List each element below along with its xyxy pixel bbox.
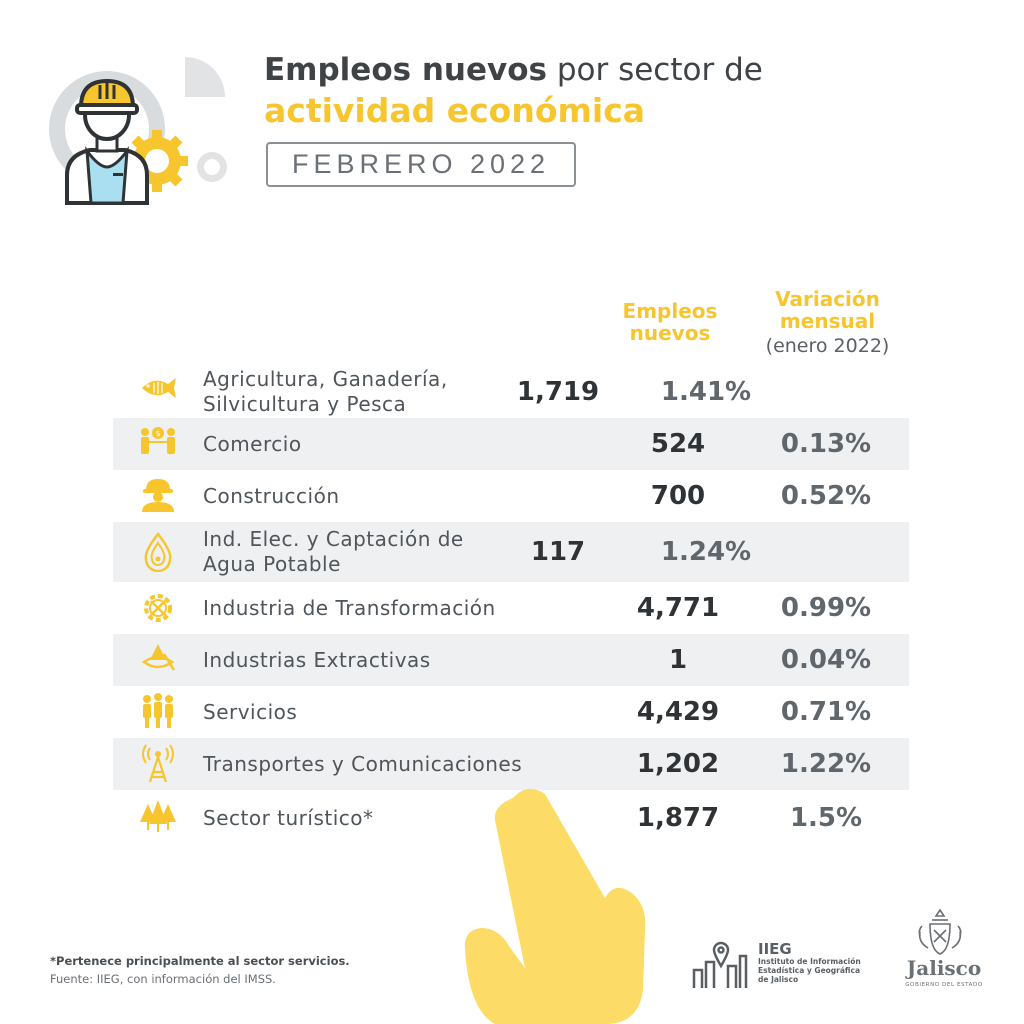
variation-value: 1.24% xyxy=(660,537,752,567)
period-label: FEBRERO 2022 xyxy=(266,142,576,187)
iieg-logo-icon xyxy=(692,941,748,988)
table-row: Agricultura, Ganadería, Silvicultura y P… xyxy=(113,366,909,418)
pointing-hand-icon xyxy=(464,788,646,1024)
jobs-value: 117 xyxy=(530,537,586,567)
people-group-icon xyxy=(113,692,203,732)
variation-column-header: Variación mensual xyxy=(775,287,880,333)
table-row: $ Comercio 524 0.13% xyxy=(113,418,909,470)
variation-value: 0.99% xyxy=(780,593,872,623)
commerce-people-icon: $ xyxy=(113,424,203,464)
jalisco-subtitle: GOBIERNO DEL ESTADO xyxy=(905,982,983,988)
sector-label: Industria de Transformación xyxy=(203,595,496,620)
footnote: *Pertenece principalmente al sector serv… xyxy=(50,954,350,968)
jobs-value: 1,202 xyxy=(636,749,720,779)
jobs-value: 4,771 xyxy=(636,593,720,623)
antenna-tower-icon xyxy=(113,744,203,784)
variation-value: 0.13% xyxy=(780,429,872,459)
table-row: Ind. Elec. y Captación de Agua Potable 11… xyxy=(113,522,909,582)
sector-label: Ind. Elec. y Captación de Agua Potable xyxy=(203,527,464,576)
sector-label: Agricultura, Ganadería, Silvicultura y P… xyxy=(203,367,448,416)
variation-value: 0.71% xyxy=(780,697,872,727)
page-title-bold: Empleos nuevos xyxy=(264,52,547,88)
mining-icon xyxy=(113,640,203,680)
water-drop-icon xyxy=(113,532,203,572)
sector-label: Servicios xyxy=(203,699,298,724)
jalisco-name: Jalisco xyxy=(906,956,982,980)
jobs-column-header: Empleos nuevos xyxy=(622,299,718,345)
variation-value: 1.22% xyxy=(780,749,872,779)
svg-text:$: $ xyxy=(155,429,160,438)
jobs-value: 1,877 xyxy=(636,803,720,833)
variation-value: 0.52% xyxy=(780,481,872,511)
fish-icon xyxy=(113,372,203,412)
jobs-value: 524 xyxy=(650,429,706,459)
jobs-value: 1,719 xyxy=(516,377,600,407)
table-row: Servicios 4,429 0.71% xyxy=(113,686,909,738)
worker-illustration xyxy=(49,57,227,205)
table-row: Industria de Transformación 4,771 0.99% xyxy=(113,582,909,634)
sector-label: Industrias Extractivas xyxy=(203,647,431,672)
variation-column-subheader: (enero 2022) xyxy=(765,335,890,357)
page-title-rest: por sector de xyxy=(546,52,763,88)
variation-value: 1.41% xyxy=(660,377,752,407)
sector-table: Agricultura, Ganadería, Silvicultura y P… xyxy=(113,366,909,846)
gear-tools-icon xyxy=(113,588,203,628)
table-row: Industrias Extractivas 1 0.04% xyxy=(113,634,909,686)
sector-label: Comercio xyxy=(203,431,302,456)
trees-icon xyxy=(113,798,203,838)
source-note: Fuente: IIEG, con información del IMSS. xyxy=(50,972,276,986)
sector-label: Sector turístico* xyxy=(203,805,374,830)
jobs-value: 1 xyxy=(668,645,688,675)
construction-worker-icon xyxy=(113,476,203,516)
iieg-name: IIEG xyxy=(758,940,792,958)
page-title: Empleos nuevos por sector de xyxy=(264,52,763,88)
sector-label: Transportes y Comunicaciones xyxy=(203,751,523,776)
variation-value: 1.5% xyxy=(789,803,863,833)
jobs-value: 700 xyxy=(650,481,706,511)
table-row: Transportes y Comunicaciones 1,202 1.22% xyxy=(113,738,909,790)
jalisco-crest-icon xyxy=(918,908,962,955)
sector-label: Construcción xyxy=(203,483,340,508)
iieg-full-name: Instituto de Información Estadística y G… xyxy=(758,957,861,984)
table-row: Construcción 700 0.52% xyxy=(113,470,909,522)
variation-value: 0.04% xyxy=(780,645,872,675)
page-title-line2: actividad económica xyxy=(264,91,646,130)
jobs-value: 4,429 xyxy=(636,697,720,727)
table-row: Sector turístico* 1,877 1.5% xyxy=(113,790,909,846)
